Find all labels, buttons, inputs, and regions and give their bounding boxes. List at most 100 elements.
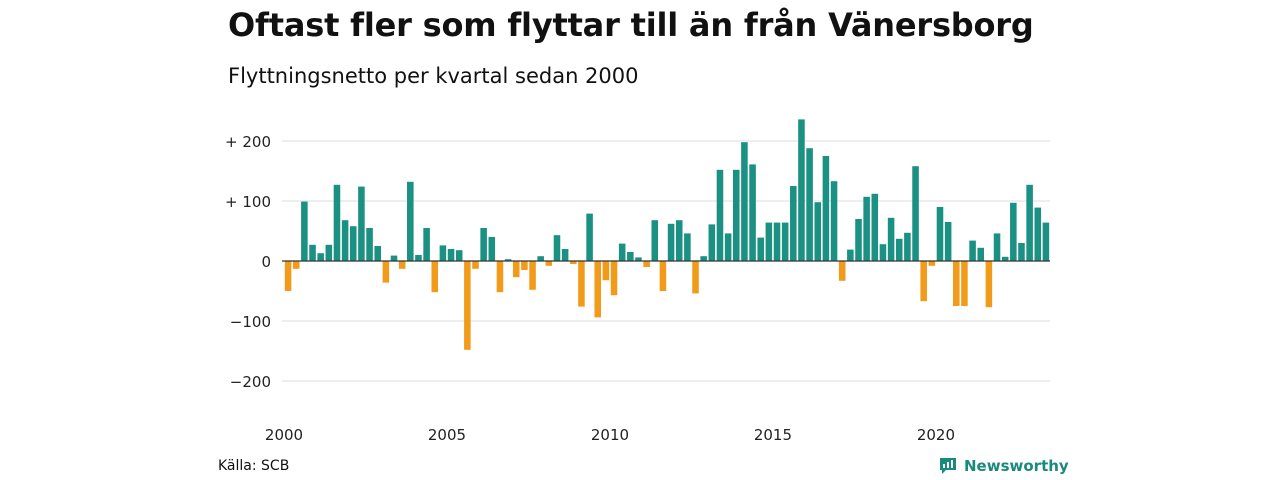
bar xyxy=(341,220,349,261)
bar xyxy=(928,261,936,266)
bar xyxy=(455,250,463,261)
bar xyxy=(732,169,740,261)
bar xyxy=(374,246,381,261)
x-tick-label: 2010 xyxy=(591,426,629,444)
bar xyxy=(716,169,724,261)
bar xyxy=(724,233,732,261)
bar xyxy=(480,228,487,261)
bar xyxy=(830,181,838,261)
bar xyxy=(692,261,699,294)
y-tick-label: + 200 xyxy=(225,133,271,151)
bar xyxy=(398,261,406,269)
bar xyxy=(333,184,341,261)
bar xyxy=(790,186,797,261)
bar xyxy=(553,235,561,261)
bar xyxy=(496,261,504,293)
source-note: Källa: SCB xyxy=(218,458,290,474)
bar xyxy=(675,220,683,261)
bar xyxy=(594,261,602,318)
bar xyxy=(578,261,585,307)
bar xyxy=(977,247,985,261)
bar xyxy=(855,219,862,261)
bar xyxy=(936,207,944,261)
x-tick-label: 2000 xyxy=(265,426,303,444)
y-tick-label: + 100 xyxy=(225,193,271,211)
bar xyxy=(504,259,512,261)
bar xyxy=(659,261,667,291)
bar xyxy=(806,148,813,261)
bar xyxy=(814,202,822,261)
bar xyxy=(838,261,846,281)
bar xyxy=(309,244,316,261)
bar xyxy=(521,261,528,270)
bar xyxy=(920,261,927,302)
bar xyxy=(773,222,781,261)
bar xyxy=(847,249,854,261)
bar xyxy=(586,213,593,261)
brand-name: Newsworthy xyxy=(964,457,1069,475)
gridlines xyxy=(282,140,1050,382)
bar xyxy=(871,193,879,261)
bar xyxy=(879,244,887,261)
bar xyxy=(537,256,544,261)
bar xyxy=(798,119,805,262)
x-tick-label: 2015 xyxy=(754,426,792,444)
bar xyxy=(887,217,895,261)
bar xyxy=(1001,256,1009,261)
y-axis-labels: + 200 + 100 0 −100 −200 xyxy=(225,133,271,391)
bar xyxy=(961,261,968,306)
brand-logo[interactable]: Newsworthy xyxy=(938,456,1069,476)
bar xyxy=(651,220,659,261)
bar xyxy=(904,232,911,261)
bar xyxy=(382,261,390,283)
bar xyxy=(325,244,333,261)
bar xyxy=(765,222,773,261)
bar xyxy=(618,243,626,261)
bar xyxy=(439,245,447,261)
bar xyxy=(895,238,903,261)
y-tick-label: −100 xyxy=(230,313,271,331)
bar xyxy=(749,164,756,261)
bar xyxy=(741,142,748,261)
bars xyxy=(284,119,1050,350)
chart-subtitle: Flyttningsnetto per kvartal sedan 2000 xyxy=(228,64,639,88)
bar xyxy=(1026,184,1033,261)
bar xyxy=(969,240,976,261)
bar xyxy=(1034,207,1042,261)
bar xyxy=(635,257,642,261)
bar xyxy=(610,261,618,296)
chart-title: Oftast fler som flyttar till än från Vän… xyxy=(228,6,1034,44)
bar xyxy=(464,261,471,350)
bar xyxy=(570,261,577,264)
y-tick-label: 0 xyxy=(261,253,271,271)
bar xyxy=(447,249,455,261)
bar xyxy=(284,261,292,291)
bar xyxy=(993,233,1001,261)
bar xyxy=(700,256,707,261)
bar xyxy=(366,228,373,261)
y-tick-label: −200 xyxy=(230,373,271,391)
bar xyxy=(431,261,439,293)
bar xyxy=(944,222,952,261)
bar xyxy=(1018,243,1025,261)
bar xyxy=(358,186,365,261)
bar xyxy=(627,252,634,261)
bar xyxy=(912,166,919,261)
bar xyxy=(1010,202,1017,261)
bar xyxy=(684,233,691,261)
bar xyxy=(863,196,870,261)
bar xyxy=(529,261,536,290)
bar xyxy=(757,237,764,261)
bar xyxy=(602,261,610,281)
bar xyxy=(390,255,398,261)
bar xyxy=(667,223,675,261)
bar xyxy=(317,253,324,261)
bar xyxy=(822,156,830,261)
bar xyxy=(488,237,496,261)
bar xyxy=(423,228,430,261)
bar xyxy=(953,261,960,306)
bar xyxy=(545,261,553,266)
bar xyxy=(301,201,308,261)
bar xyxy=(643,261,650,267)
